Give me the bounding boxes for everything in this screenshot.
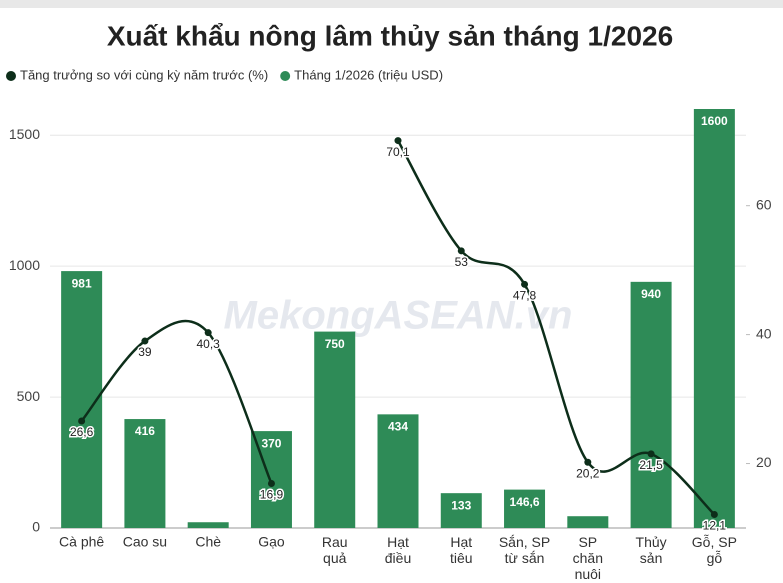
x-tick-label: Hạt tiêu bbox=[450, 534, 473, 566]
bar-value-label: 940 bbox=[641, 287, 661, 301]
x-tick-label: SP chăn nuôi bbox=[573, 534, 603, 582]
legend: Tăng trưởng so với cùng kỳ năm trước (%)… bbox=[6, 67, 443, 82]
line-marker bbox=[78, 417, 86, 425]
line-value-label: 39 bbox=[138, 345, 152, 359]
y2-tick-label: 20 bbox=[756, 454, 772, 470]
x-tick-label: Thủy sản bbox=[636, 534, 667, 566]
bar bbox=[314, 331, 356, 528]
y-tick-label: 500 bbox=[17, 388, 41, 404]
y2-tick-label: 60 bbox=[756, 196, 772, 212]
legend-marker bbox=[280, 71, 291, 81]
line-value-label: 16,9 bbox=[260, 488, 284, 502]
bar-value-label: 370 bbox=[261, 436, 281, 450]
legend-label: Tăng trưởng so với cùng kỳ năm trước (%) bbox=[20, 67, 268, 82]
bar bbox=[630, 281, 672, 528]
bar bbox=[377, 414, 419, 528]
line-value-label: 21,5 bbox=[639, 458, 663, 472]
y-tick-label: 1000 bbox=[9, 257, 40, 273]
bar-value-label: 146,6 bbox=[510, 495, 540, 509]
x-tick-label: Sắn, SP từ sắn bbox=[499, 534, 550, 566]
x-tick-label: Cà phê bbox=[59, 534, 104, 550]
line-marker bbox=[521, 280, 529, 288]
bar bbox=[693, 109, 735, 528]
bar-value-label: 434 bbox=[388, 420, 408, 434]
line-value-label: 53 bbox=[455, 255, 469, 269]
y-tick-label: 1500 bbox=[9, 126, 40, 142]
y-tick-label: 0 bbox=[32, 519, 40, 535]
line-value-label: 47,8 bbox=[513, 289, 537, 303]
bar-value-label: 416 bbox=[135, 424, 155, 438]
line-marker bbox=[267, 480, 275, 488]
y2-tick-label: 40 bbox=[756, 325, 772, 341]
x-tick-label: Gạo bbox=[258, 534, 285, 550]
line-marker bbox=[647, 450, 655, 458]
bar bbox=[440, 493, 482, 528]
legend-label: Tháng 1/2026 (triệu USD) bbox=[294, 67, 443, 82]
bar bbox=[124, 419, 166, 528]
line-marker bbox=[457, 247, 465, 255]
line-value-label: 20,2 bbox=[576, 466, 600, 480]
chart-title: Xuất khẩu nông lâm thủy sản tháng 1/2026 bbox=[107, 20, 673, 51]
x-tick-label: Chè bbox=[195, 534, 221, 550]
x-tick-label: Gỗ, SP gỗ bbox=[692, 534, 737, 566]
bar-value-label: 133 bbox=[451, 498, 471, 512]
bar-value-label: 981 bbox=[72, 276, 92, 290]
x-tick-label: Hạt điều bbox=[385, 534, 411, 566]
legend-marker bbox=[6, 71, 16, 81]
line-marker bbox=[584, 458, 592, 466]
bar bbox=[504, 489, 546, 528]
watermark: MekongASEAN.vn bbox=[224, 294, 573, 338]
line-value-label: 40,3 bbox=[197, 337, 221, 351]
line-marker bbox=[394, 137, 402, 145]
bar bbox=[187, 522, 229, 528]
line-marker bbox=[204, 329, 212, 337]
x-tick-label: Cao su bbox=[123, 534, 167, 550]
bar bbox=[567, 516, 609, 528]
bar-value-label: 1600 bbox=[701, 114, 728, 128]
bar-value-label: 750 bbox=[325, 337, 345, 351]
x-tick-label: Rau quả bbox=[322, 534, 348, 566]
line-value-label: 70,1 bbox=[386, 145, 410, 159]
line-marker bbox=[141, 337, 149, 345]
line-value-label: 12,1 bbox=[703, 519, 727, 533]
line-value-label: 26,6 bbox=[70, 425, 94, 439]
line bbox=[80, 319, 273, 485]
line-marker bbox=[710, 510, 718, 518]
top-strip bbox=[0, 0, 783, 8]
